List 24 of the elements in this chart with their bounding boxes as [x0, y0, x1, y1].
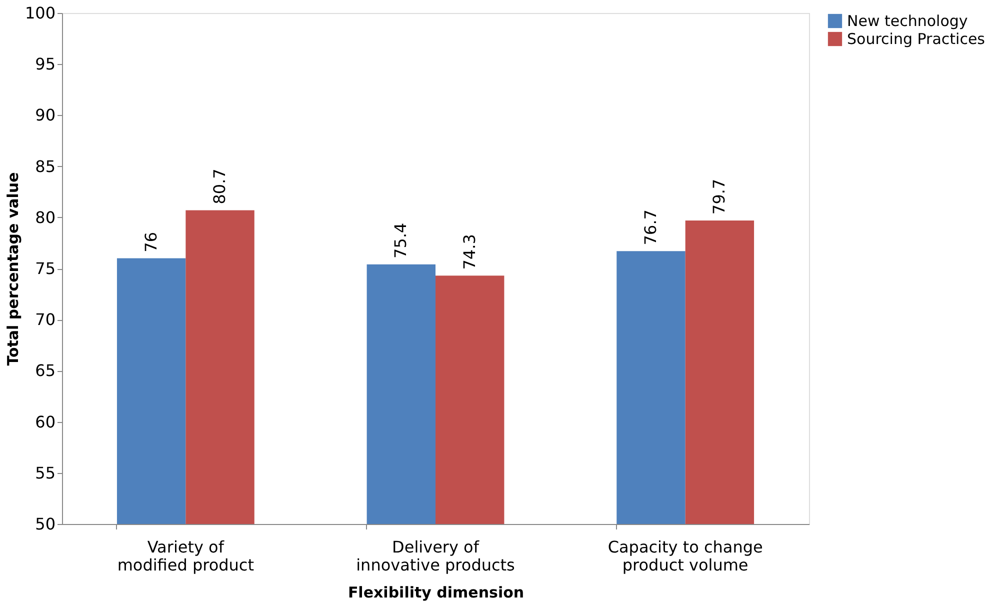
y-axis-title: Total percentage value — [4, 172, 22, 366]
data-label: 74.3 — [460, 234, 479, 270]
y-tick-label: 90 — [35, 106, 56, 125]
y-tick-label: 65 — [35, 361, 56, 380]
x-tick-label: Capacity to change product volume — [608, 538, 763, 574]
data-label: 76 — [141, 232, 160, 252]
y-tick-label: 60 — [35, 412, 56, 432]
x-axis-title: Flexibility dimension — [348, 584, 524, 602]
y-tick-label: 95 — [35, 54, 56, 74]
y-tick-label: 55 — [35, 463, 56, 482]
y-tick-label: 70 — [35, 310, 56, 330]
y-tick-label: 80 — [35, 208, 56, 227]
data-label: 79.7 — [710, 178, 729, 214]
y-tick-label: 50 — [35, 514, 56, 534]
x-tick-label: Delivery of innovative products — [356, 538, 515, 574]
legend-label: New technology — [847, 12, 968, 30]
data-label: 80.7 — [210, 168, 230, 204]
y-tick-label: 85 — [35, 156, 56, 176]
legend-label: Sourcing Practices — [847, 30, 986, 48]
data-label: 75.4 — [391, 222, 410, 258]
y-tick-label: 100 — [24, 4, 56, 22]
x-tick-label: Variety of modified product — [117, 538, 254, 574]
data-label: 76.7 — [640, 210, 660, 246]
y-tick-label: 75 — [35, 259, 56, 278]
